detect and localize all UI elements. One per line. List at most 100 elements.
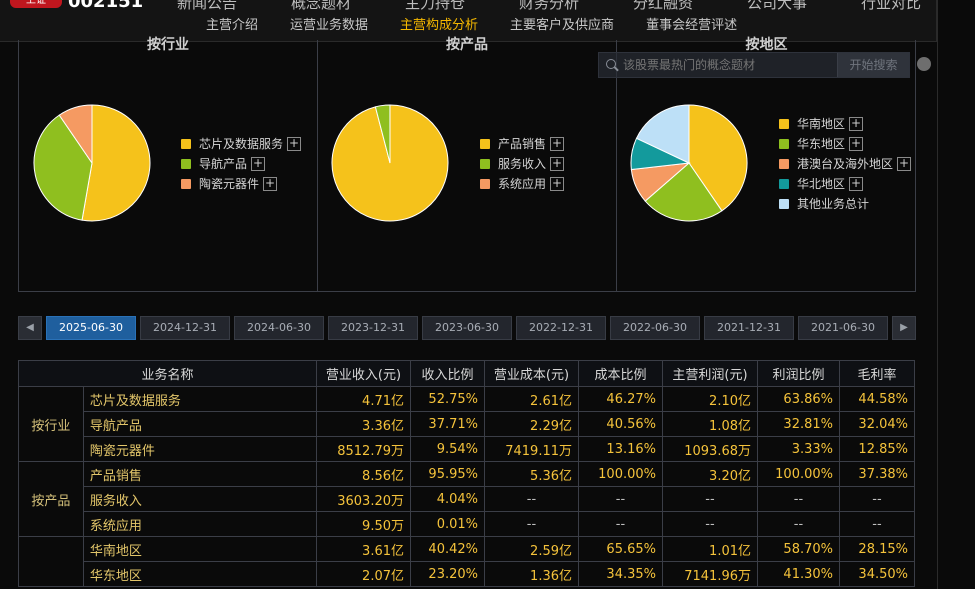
business-composition-table: 业务名称 营业收入(元) 收入比例 营业成本(元) 成本比例 主营利润(元) 利…: [18, 360, 915, 587]
expand-plus-icon[interactable]: +: [849, 116, 864, 131]
table-row: 华东地区 2.07亿 23.20% 1.36亿 34.35% 7141.96万 …: [19, 561, 915, 587]
business-name: 服务收入: [82, 486, 318, 512]
main-nav-item-industry-compare[interactable]: 行业对比: [860, 0, 921, 12]
business-name: 华东地区: [82, 561, 318, 587]
expand-plus-icon[interactable]: +: [263, 176, 278, 191]
cost-cell: 2.29亿: [484, 411, 579, 437]
table-row: 按行业 芯片及数据服务 4.71亿 52.75% 2.61亿 46.27% 2.…: [18, 386, 915, 462]
panel-title: 按产品: [446, 37, 488, 53]
table-row: 陶瓷元器件 8512.79万 9.54% 7419.11万 13.16% 109…: [19, 436, 915, 462]
profit-cell: 7141.96万: [662, 561, 758, 587]
cost-cell: 5.36亿: [484, 461, 579, 487]
profit-ratio-cell: --: [757, 511, 840, 537]
date-tab[interactable]: 2025-06-30: [46, 316, 136, 340]
revenue-ratio-cell: 23.20%: [410, 561, 485, 587]
expand-plus-icon[interactable]: +: [849, 136, 864, 151]
cost-cell: --: [484, 486, 579, 512]
expand-plus-icon[interactable]: +: [251, 156, 266, 171]
category-cell: [18, 536, 84, 587]
column-header: 毛利率: [839, 360, 915, 387]
revenue-ratio-cell: 52.75%: [410, 386, 485, 412]
profit-ratio-cell: 3.33%: [757, 436, 840, 462]
pie-slice[interactable]: [688, 104, 748, 212]
cost-ratio-cell: 40.56%: [578, 411, 663, 437]
sub-nav-item-operations[interactable]: 运营业务数据: [290, 18, 369, 33]
scroll-indicator[interactable]: [917, 57, 931, 71]
expand-plus-icon[interactable]: +: [287, 136, 302, 151]
prev-arrow-icon[interactable]: ◀: [18, 316, 42, 340]
sub-nav-item-intro[interactable]: 主营介绍: [206, 18, 259, 33]
panel-by-region: 按地区 华南地区 + 华东地区 + 港澳台及海外地区 + 华北地区 + 其他业务总计: [617, 37, 916, 291]
panel-by-product: 按产品 产品销售 + 服务收入 + 系统应用 +: [318, 37, 617, 291]
search-input[interactable]: [623, 58, 837, 72]
profit-ratio-cell: 58.70%: [757, 536, 840, 562]
expand-plus-icon[interactable]: +: [897, 156, 912, 171]
revenue-cell: 3.36亿: [316, 411, 411, 437]
pie-chart-panels: 按行业 芯片及数据服务 + 导航产品 + 陶瓷元器件 + 按产品 产品销售 + 服务收入…: [18, 37, 916, 292]
pie-slice[interactable]: [33, 114, 93, 221]
legend-label: 华北地区: [797, 177, 846, 191]
cost-ratio-cell: 13.16%: [578, 436, 663, 462]
date-tab[interactable]: 2023-06-30: [422, 316, 512, 340]
profit-cell: 3.20亿: [662, 461, 758, 487]
sub-nav-item-board-review[interactable]: 董事会经营评述: [646, 18, 738, 33]
legend-item: 服务收入 +: [480, 154, 565, 174]
date-tab[interactable]: 2022-06-30: [610, 316, 700, 340]
legend-item: 华东地区 +: [779, 134, 911, 154]
main-nav-item-holdings[interactable]: 主力持仓: [404, 0, 465, 12]
profit-ratio-cell: --: [757, 486, 840, 512]
cost-ratio-cell: --: [578, 486, 663, 512]
pie-slice[interactable]: [58, 104, 93, 165]
main-nav-item-events[interactable]: 公司大事: [746, 0, 807, 12]
pie-slice[interactable]: [644, 162, 723, 222]
pie-chart-product: [331, 104, 449, 222]
date-tab[interactable]: 2024-06-30: [234, 316, 324, 340]
gross-margin-cell: 44.58%: [839, 386, 915, 412]
date-tab[interactable]: 2021-12-31: [704, 316, 794, 340]
legend-label: 港澳台及海外地区: [797, 157, 894, 171]
revenue-cell: 8.56亿: [316, 461, 411, 487]
main-nav-item-finance[interactable]: 财务分析: [518, 0, 579, 12]
date-tab[interactable]: 2022-12-31: [516, 316, 606, 340]
legend-item: 华南地区 +: [779, 114, 911, 134]
revenue-cell: 9.50万: [316, 511, 411, 537]
pie-slice[interactable]: [635, 104, 690, 164]
search-button[interactable]: 开始搜索: [837, 53, 909, 77]
concept-search-box: 开始搜索: [598, 52, 910, 78]
sub-nav-item-composition[interactable]: 主营构成分析: [400, 18, 479, 33]
pie-slice[interactable]: [81, 104, 151, 222]
legend-item: 系统应用 +: [480, 174, 565, 194]
gross-margin-cell: 32.04%: [839, 411, 915, 437]
main-nav-item-dividends[interactable]: 分红融资: [632, 0, 693, 12]
main-nav-item-news[interactable]: 新闻公告: [176, 0, 237, 12]
legend-swatch: [181, 139, 191, 149]
profit-ratio-cell: 32.81%: [757, 411, 840, 437]
column-header: 主营利润(元): [662, 360, 758, 387]
search-icon[interactable]: [599, 53, 623, 77]
date-tab[interactable]: 2021-06-30: [798, 316, 888, 340]
gross-margin-cell: --: [839, 511, 915, 537]
cost-cell: --: [484, 511, 579, 537]
column-header: 业务名称: [18, 360, 317, 387]
main-nav-item-concepts[interactable]: 概念题材: [290, 0, 351, 12]
date-tab[interactable]: 2023-12-31: [328, 316, 418, 340]
top-navigation-bar: 上证 002151 新闻公告 概念题材 主力持仓 财务分析 分红融资 公司大事 …: [0, 0, 975, 42]
panel-title: 按行业: [147, 37, 189, 53]
legend-swatch: [779, 179, 789, 189]
expand-plus-icon[interactable]: +: [550, 156, 565, 171]
page-scrollbar[interactable]: [937, 0, 975, 589]
date-tab[interactable]: 2024-12-31: [140, 316, 230, 340]
revenue-ratio-cell: 37.71%: [410, 411, 485, 437]
expand-plus-icon[interactable]: +: [550, 176, 565, 191]
column-header: 成本比例: [578, 360, 663, 387]
revenue-ratio-cell: 0.01%: [410, 511, 485, 537]
legend-region: 华南地区 + 华东地区 + 港澳台及海外地区 + 华北地区 + 其他业务总计: [779, 114, 912, 214]
next-arrow-icon[interactable]: ▶: [892, 316, 916, 340]
sub-nav-item-customers[interactable]: 主要客户及供应商: [510, 18, 615, 33]
expand-plus-icon[interactable]: +: [550, 136, 565, 151]
business-name: 导航产品: [82, 411, 318, 437]
expand-plus-icon[interactable]: +: [849, 176, 864, 191]
profit-ratio-cell: 41.30%: [757, 561, 840, 587]
revenue-cell: 8512.79万: [316, 436, 411, 462]
profit-ratio-cell: 100.00%: [757, 461, 840, 487]
